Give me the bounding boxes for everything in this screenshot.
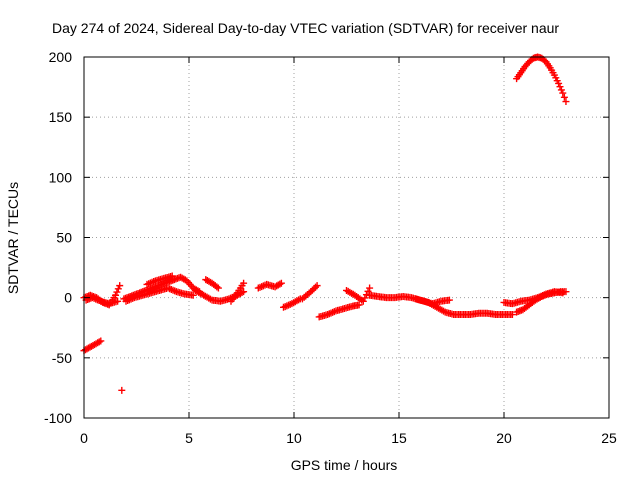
- x-tick-label: 20: [496, 430, 512, 446]
- data-point: [313, 282, 321, 290]
- y-axis-label: SDTVAR / TECUs: [5, 182, 21, 294]
- data-point: [240, 288, 248, 296]
- data-point: [118, 386, 126, 394]
- data-point: [560, 93, 568, 101]
- data-point: [355, 301, 363, 309]
- data-point: [213, 283, 221, 291]
- x-tick-label: 25: [601, 430, 617, 446]
- data-point: [562, 288, 570, 296]
- x-tick-label: 10: [286, 430, 302, 446]
- data-point: [114, 297, 122, 305]
- y-tick-label: 200: [49, 49, 73, 65]
- data-point: [240, 279, 248, 287]
- data-point: [276, 280, 284, 288]
- data-point: [508, 311, 516, 319]
- data-point: [445, 296, 453, 304]
- axis-ticks: 0 5 10 15 20 25 -100 -50 0 50 100 150 200: [44, 49, 617, 446]
- y-tick-label: -50: [52, 350, 72, 366]
- grid-lines: [84, 57, 609, 418]
- y-tick-label: 0: [64, 290, 72, 306]
- data-point: [114, 285, 122, 293]
- data-point: [214, 284, 222, 292]
- data-point: [364, 287, 372, 295]
- data-point: [536, 293, 544, 301]
- data-point: [559, 89, 567, 97]
- x-axis-label: GPS time / hours: [291, 457, 398, 473]
- data-point: [112, 291, 119, 299]
- data-point: [168, 272, 176, 280]
- data-point: [189, 291, 197, 299]
- chart-title: Day 274 of 2024, Sidereal Day-to-day VTE…: [52, 20, 559, 36]
- plot-frame: [83, 56, 610, 419]
- data-point: [113, 288, 121, 296]
- x-tick-label: 5: [185, 430, 193, 446]
- data-point: [556, 83, 564, 91]
- data-point: [116, 282, 124, 290]
- data-point: [366, 284, 374, 292]
- x-tick-label: 0: [80, 430, 88, 446]
- data-point: [97, 337, 105, 345]
- data-point: [562, 98, 570, 106]
- data-points: [80, 53, 570, 394]
- data-point: [359, 297, 367, 305]
- y-tick-label: 100: [49, 169, 73, 185]
- data-point: [555, 79, 563, 87]
- data-point: [277, 279, 285, 287]
- data-point: [557, 86, 565, 94]
- y-tick-label: 50: [56, 230, 72, 246]
- data-point: [312, 283, 320, 291]
- data-point: [361, 294, 369, 302]
- y-tick-label: -100: [44, 410, 72, 426]
- data-point: [95, 338, 103, 346]
- y-tick-label: 150: [49, 109, 73, 125]
- x-tick-label: 15: [391, 430, 407, 446]
